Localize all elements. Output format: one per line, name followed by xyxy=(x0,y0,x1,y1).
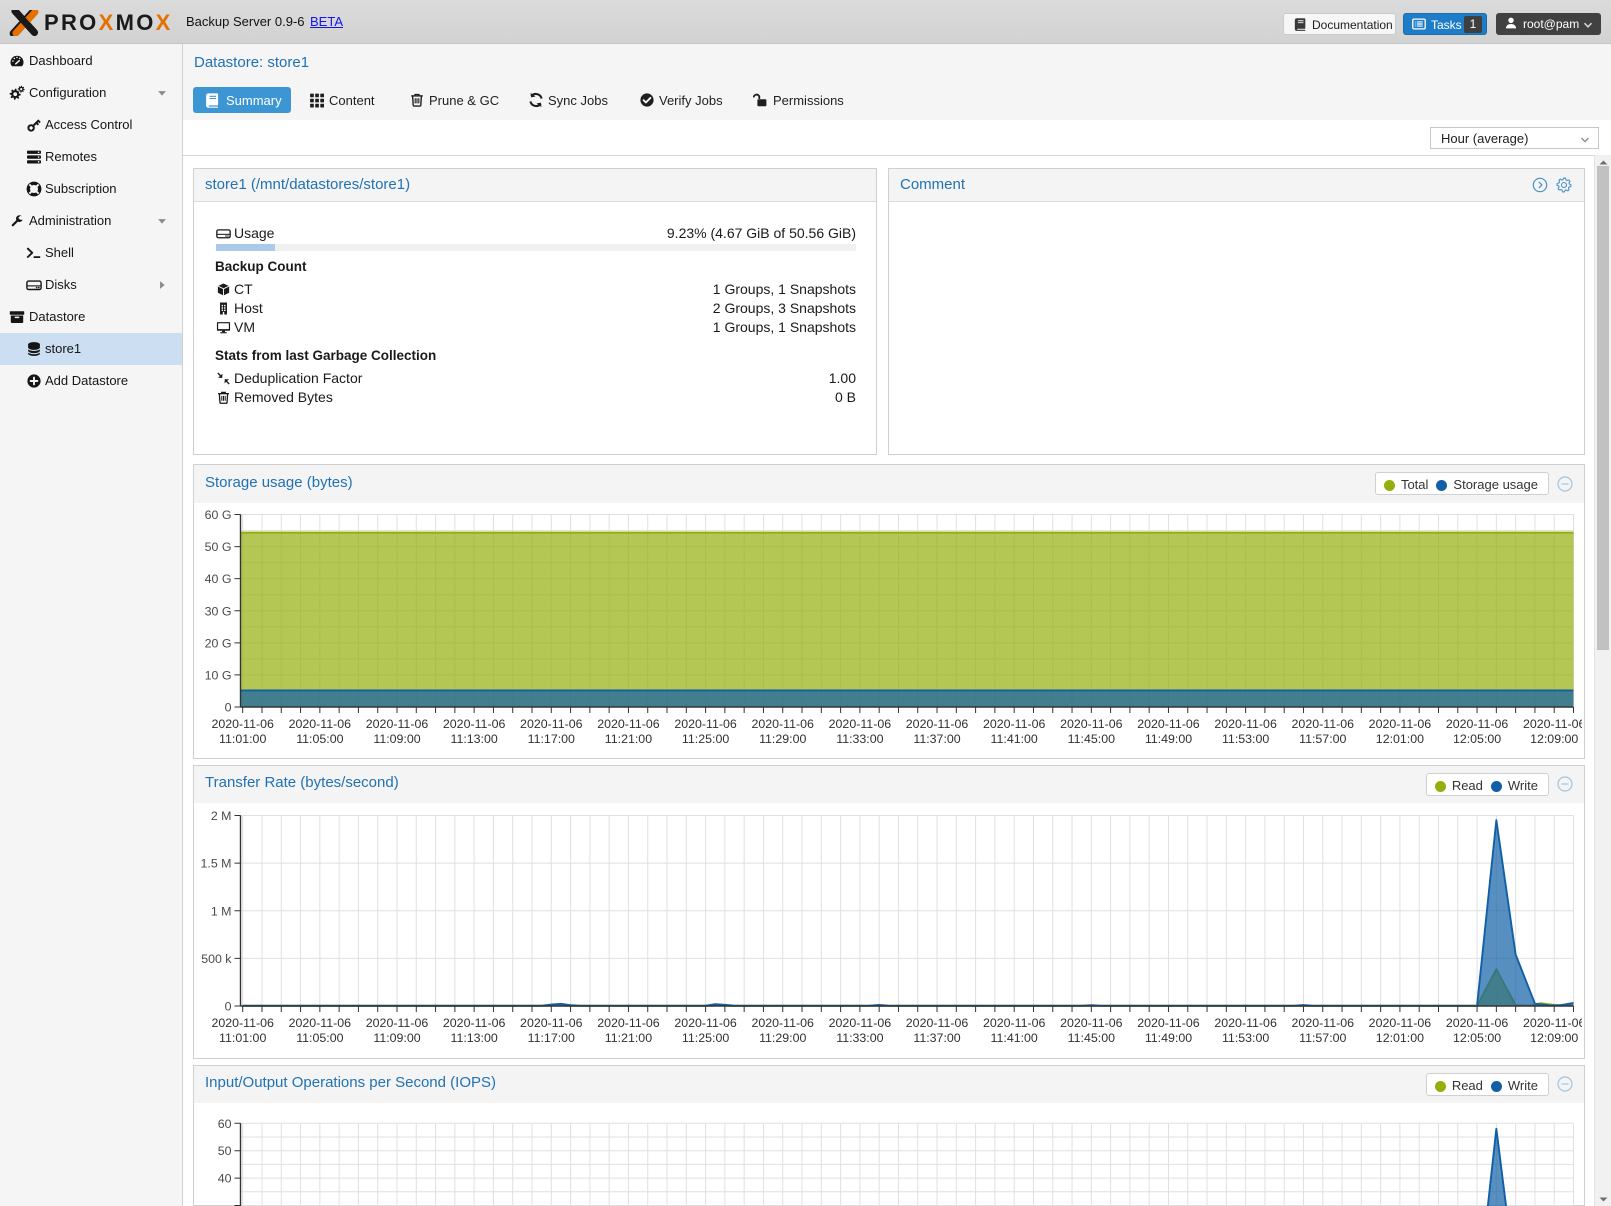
svg-text:11:57:00: 11:57:00 xyxy=(1299,1031,1346,1045)
svg-text:2020-11-06: 2020-11-06 xyxy=(366,1016,429,1030)
svg-text:12:09:00: 12:09:00 xyxy=(1530,732,1578,746)
svg-text:11:29:00: 11:29:00 xyxy=(759,1031,806,1045)
svg-text:2020-11-06: 2020-11-06 xyxy=(1214,1016,1277,1030)
svg-text:2020-11-06: 2020-11-06 xyxy=(211,1016,274,1030)
svg-text:30 G: 30 G xyxy=(205,604,232,618)
svg-text:2020-11-06: 2020-11-06 xyxy=(1369,1016,1432,1030)
svg-text:2020-11-06: 2020-11-06 xyxy=(751,1016,814,1030)
svg-text:12:09:00: 12:09:00 xyxy=(1530,1031,1578,1045)
svg-text:11:25:00: 11:25:00 xyxy=(682,1031,729,1045)
svg-text:11:05:00: 11:05:00 xyxy=(296,1031,343,1045)
svg-text:11:21:00: 11:21:00 xyxy=(605,1031,652,1045)
svg-text:11:37:00: 11:37:00 xyxy=(913,732,960,746)
svg-text:11:29:00: 11:29:00 xyxy=(759,732,806,746)
svg-text:11:09:00: 11:09:00 xyxy=(373,732,420,746)
svg-text:50 G: 50 G xyxy=(205,540,232,554)
svg-text:2020-11-06: 2020-11-06 xyxy=(983,717,1046,731)
svg-text:2 M: 2 M xyxy=(211,809,232,823)
svg-text:11:01:00: 11:01:00 xyxy=(219,732,266,746)
svg-text:11:25:00: 11:25:00 xyxy=(682,732,729,746)
svg-text:2020-11-06: 2020-11-06 xyxy=(289,717,352,731)
svg-text:11:17:00: 11:17:00 xyxy=(528,1031,575,1045)
svg-text:2020-11-06: 2020-11-06 xyxy=(289,1016,352,1030)
svg-text:2020-11-06: 2020-11-06 xyxy=(1137,1016,1200,1030)
svg-text:11:57:00: 11:57:00 xyxy=(1299,732,1346,746)
svg-text:11:09:00: 11:09:00 xyxy=(373,1031,420,1045)
svg-text:1.5 M: 1.5 M xyxy=(201,857,232,871)
svg-text:0: 0 xyxy=(225,701,232,715)
svg-text:2020-11-06: 2020-11-06 xyxy=(1292,717,1355,731)
svg-text:1 M: 1 M xyxy=(211,904,232,918)
svg-text:11:41:00: 11:41:00 xyxy=(991,1031,1038,1045)
svg-text:11:05:00: 11:05:00 xyxy=(296,732,343,746)
svg-text:11:49:00: 11:49:00 xyxy=(1145,732,1192,746)
svg-text:40: 40 xyxy=(218,1172,232,1186)
svg-text:60 G: 60 G xyxy=(205,508,232,522)
svg-text:11:13:00: 11:13:00 xyxy=(450,1031,497,1045)
svg-text:500 k: 500 k xyxy=(201,952,232,966)
svg-text:20 G: 20 G xyxy=(205,636,232,650)
svg-text:11:37:00: 11:37:00 xyxy=(913,1031,960,1045)
svg-text:2020-11-06: 2020-11-06 xyxy=(674,1016,737,1030)
svg-text:12:05:00: 12:05:00 xyxy=(1453,732,1501,746)
svg-text:11:53:00: 11:53:00 xyxy=(1222,1031,1269,1045)
svg-text:2020-11-06: 2020-11-06 xyxy=(597,1016,660,1030)
svg-text:60: 60 xyxy=(218,1117,232,1131)
svg-text:2020-11-06: 2020-11-06 xyxy=(520,717,583,731)
svg-text:2020-11-06: 2020-11-06 xyxy=(829,717,892,731)
svg-text:2020-11-06: 2020-11-06 xyxy=(1446,717,1509,731)
svg-text:11:45:00: 11:45:00 xyxy=(1068,732,1115,746)
svg-text:2020-11-06: 2020-11-06 xyxy=(983,1016,1046,1030)
svg-text:2020-11-06: 2020-11-06 xyxy=(1060,717,1123,731)
svg-text:40 G: 40 G xyxy=(205,572,232,586)
svg-text:11:13:00: 11:13:00 xyxy=(450,732,497,746)
svg-text:2020-11-06: 2020-11-06 xyxy=(1214,717,1277,731)
svg-text:11:33:00: 11:33:00 xyxy=(836,1031,883,1045)
svg-text:2020-11-06: 2020-11-06 xyxy=(1137,717,1200,731)
svg-text:2020-11-06: 2020-11-06 xyxy=(906,717,969,731)
svg-text:11:01:00: 11:01:00 xyxy=(219,1031,266,1045)
svg-text:11:41:00: 11:41:00 xyxy=(991,732,1038,746)
svg-text:12:01:00: 12:01:00 xyxy=(1376,732,1424,746)
svg-text:2020-11-06: 2020-11-06 xyxy=(1369,717,1432,731)
svg-text:50: 50 xyxy=(218,1144,232,1158)
svg-text:2020-11-06: 2020-11-06 xyxy=(1523,1016,1582,1030)
svg-text:11:53:00: 11:53:00 xyxy=(1222,732,1269,746)
svg-text:0: 0 xyxy=(225,1000,232,1014)
svg-text:2020-11-06: 2020-11-06 xyxy=(751,717,814,731)
svg-text:2020-11-06: 2020-11-06 xyxy=(674,717,737,731)
svg-text:12:01:00: 12:01:00 xyxy=(1376,1031,1424,1045)
svg-text:2020-11-06: 2020-11-06 xyxy=(211,717,274,731)
svg-text:2020-11-06: 2020-11-06 xyxy=(829,1016,892,1030)
svg-text:2020-11-06: 2020-11-06 xyxy=(366,717,429,731)
svg-text:12:05:00: 12:05:00 xyxy=(1453,1031,1501,1045)
svg-text:2020-11-06: 2020-11-06 xyxy=(1292,1016,1355,1030)
svg-text:2020-11-06: 2020-11-06 xyxy=(597,717,660,731)
svg-text:10 G: 10 G xyxy=(205,668,232,682)
svg-text:2020-11-06: 2020-11-06 xyxy=(443,1016,506,1030)
svg-text:2020-11-06: 2020-11-06 xyxy=(1446,1016,1509,1030)
svg-text:2020-11-06: 2020-11-06 xyxy=(906,1016,969,1030)
svg-text:2020-11-06: 2020-11-06 xyxy=(520,1016,583,1030)
svg-text:2020-11-06: 2020-11-06 xyxy=(1523,717,1582,731)
svg-text:11:45:00: 11:45:00 xyxy=(1068,1031,1115,1045)
svg-text:11:33:00: 11:33:00 xyxy=(836,732,883,746)
svg-text:2020-11-06: 2020-11-06 xyxy=(443,717,506,731)
svg-text:11:17:00: 11:17:00 xyxy=(528,732,575,746)
svg-text:2020-11-06: 2020-11-06 xyxy=(1060,1016,1123,1030)
svg-text:11:21:00: 11:21:00 xyxy=(605,732,652,746)
svg-text:11:49:00: 11:49:00 xyxy=(1145,1031,1192,1045)
